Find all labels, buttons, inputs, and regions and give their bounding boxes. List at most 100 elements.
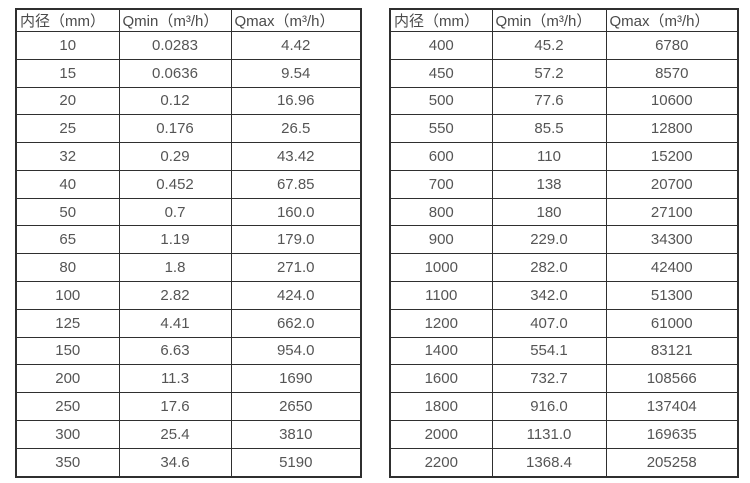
table-row: 1600 732.7 108566 [389, 364, 739, 394]
table-cell: 1368.4 [491, 447, 607, 478]
table-cell: 0.29 [118, 142, 232, 171]
table-cell: 137404 [605, 392, 739, 421]
table-row: 40 0.452 67.85 [15, 169, 362, 199]
table-cell: 271.0 [230, 253, 362, 283]
table-cell: 2.82 [118, 281, 232, 310]
table-cell: 732.7 [491, 364, 607, 394]
table-row: 300 25.4 3810 [15, 419, 362, 449]
flow-spec-table-large-diameters: 内径（mm） Qmin（m³/h） Qmax（m³/h） 400 45.2 6780… [389, 8, 739, 478]
table-cell: 342.0 [491, 281, 607, 310]
table-row: 250 17.6 2650 [15, 392, 362, 421]
table-cell: 57.2 [491, 58, 607, 88]
table-cell: 700 [389, 169, 493, 199]
table-cell: 662.0 [230, 308, 362, 338]
table-cell: 229.0 [491, 225, 607, 255]
table-row: 150 6.63 954.0 [15, 336, 362, 366]
table-cell: 108566 [605, 364, 739, 394]
table-cell: 6780 [605, 31, 739, 60]
table-cell: 138 [491, 169, 607, 199]
table-body: 400 45.2 6780 450 57.2 8570 500 77.6 10600 550 85.… [389, 31, 739, 478]
table-cell: 27100 [605, 197, 739, 227]
table-cell: 34.6 [118, 447, 232, 478]
table-cell: 2200 [389, 447, 493, 478]
table-cell: 1600 [389, 364, 493, 394]
table-cell: 500 [389, 86, 493, 116]
table-cell: 125 [15, 308, 120, 338]
table-cell: 40 [15, 169, 120, 199]
table-cell: 9.54 [230, 58, 362, 88]
table-cell: 12800 [605, 114, 739, 144]
table-cell: 45.2 [491, 31, 607, 60]
table-cell: 4.41 [118, 308, 232, 338]
table-cell: 350 [15, 447, 120, 478]
table-row: 1100 342.0 51300 [389, 281, 739, 310]
table-cell: 16.96 [230, 86, 362, 116]
table-cell: 110 [491, 142, 607, 171]
flow-spec-table-small-diameters: 内径（mm） Qmin（m³/h） Qmax（m³/h） 10 0.0283 4.4… [15, 8, 362, 478]
table-cell: 0.452 [118, 169, 232, 199]
table-cell: 17.6 [118, 392, 232, 421]
table-cell: 180 [491, 197, 607, 227]
table-cell: 2000 [389, 419, 493, 449]
table-row: 1000 282.0 42400 [389, 253, 739, 283]
table-row: 10 0.0283 4.42 [15, 31, 362, 60]
table-cell: 1800 [389, 392, 493, 421]
table-cell: 2650 [230, 392, 362, 421]
table-cell: 1.8 [118, 253, 232, 283]
table-cell: 42400 [605, 253, 739, 283]
table-cell: 3810 [230, 419, 362, 449]
table-row: 20 0.12 16.96 [15, 86, 362, 116]
table-cell: 1131.0 [491, 419, 607, 449]
table-row: 350 34.6 5190 [15, 447, 362, 478]
table-header-row: 内径（mm） Qmin（m³/h） Qmax（m³/h） [15, 8, 362, 32]
table-cell: 65 [15, 225, 120, 255]
table-cell: 0.0636 [118, 58, 232, 88]
table-cell: 34300 [605, 225, 739, 255]
table-row: 800 180 27100 [389, 197, 739, 227]
table-cell: 1100 [389, 281, 493, 310]
table-cell: 83121 [605, 336, 739, 366]
table-cell: 450 [389, 58, 493, 88]
table-cell: 205258 [605, 447, 739, 478]
table-cell: 25 [15, 114, 120, 144]
table-cell: 6.63 [118, 336, 232, 366]
column-header-qmax: Qmax（m³/h） [605, 8, 739, 32]
table-cell: 77.6 [491, 86, 607, 116]
table-cell: 15200 [605, 142, 739, 171]
table-row: 200 11.3 1690 [15, 364, 362, 394]
table-row: 2200 1368.4 205258 [389, 447, 739, 478]
table-row: 400 45.2 6780 [389, 31, 739, 60]
table-cell: 11.3 [118, 364, 232, 394]
table-cell: 5190 [230, 447, 362, 478]
column-header-qmin: Qmin（m³/h） [118, 8, 232, 32]
table-cell: 0.12 [118, 86, 232, 116]
table-row: 1200 407.0 61000 [389, 308, 739, 338]
table-cell: 1.19 [118, 225, 232, 255]
table-row: 50 0.7 160.0 [15, 197, 362, 227]
table-cell: 916.0 [491, 392, 607, 421]
table-header: 内径（mm） Qmin（m³/h） Qmax（m³/h） [389, 8, 739, 32]
table-cell: 20 [15, 86, 120, 116]
table-row: 125 4.41 662.0 [15, 308, 362, 338]
table-cell: 80 [15, 253, 120, 283]
table-cell: 8570 [605, 58, 739, 88]
table-row: 15 0.0636 9.54 [15, 58, 362, 88]
table-cell: 1000 [389, 253, 493, 283]
table-cell: 550 [389, 114, 493, 144]
table-cell: 160.0 [230, 197, 362, 227]
table-cell: 0.0283 [118, 31, 232, 60]
table-cell: 50 [15, 197, 120, 227]
table-cell: 407.0 [491, 308, 607, 338]
table-cell: 10600 [605, 86, 739, 116]
column-header-inner-diameter: 内径（mm） [389, 8, 493, 32]
table-row: 700 138 20700 [389, 169, 739, 199]
table-cell: 85.5 [491, 114, 607, 144]
table-cell: 67.85 [230, 169, 362, 199]
table-row: 500 77.6 10600 [389, 86, 739, 116]
table-row: 2000 1131.0 169635 [389, 419, 739, 449]
table-cell: 900 [389, 225, 493, 255]
table-cell: 169635 [605, 419, 739, 449]
table-cell: 61000 [605, 308, 739, 338]
table-body: 10 0.0283 4.42 15 0.0636 9.54 20 0.12 16.96 25 0.1… [15, 31, 362, 478]
